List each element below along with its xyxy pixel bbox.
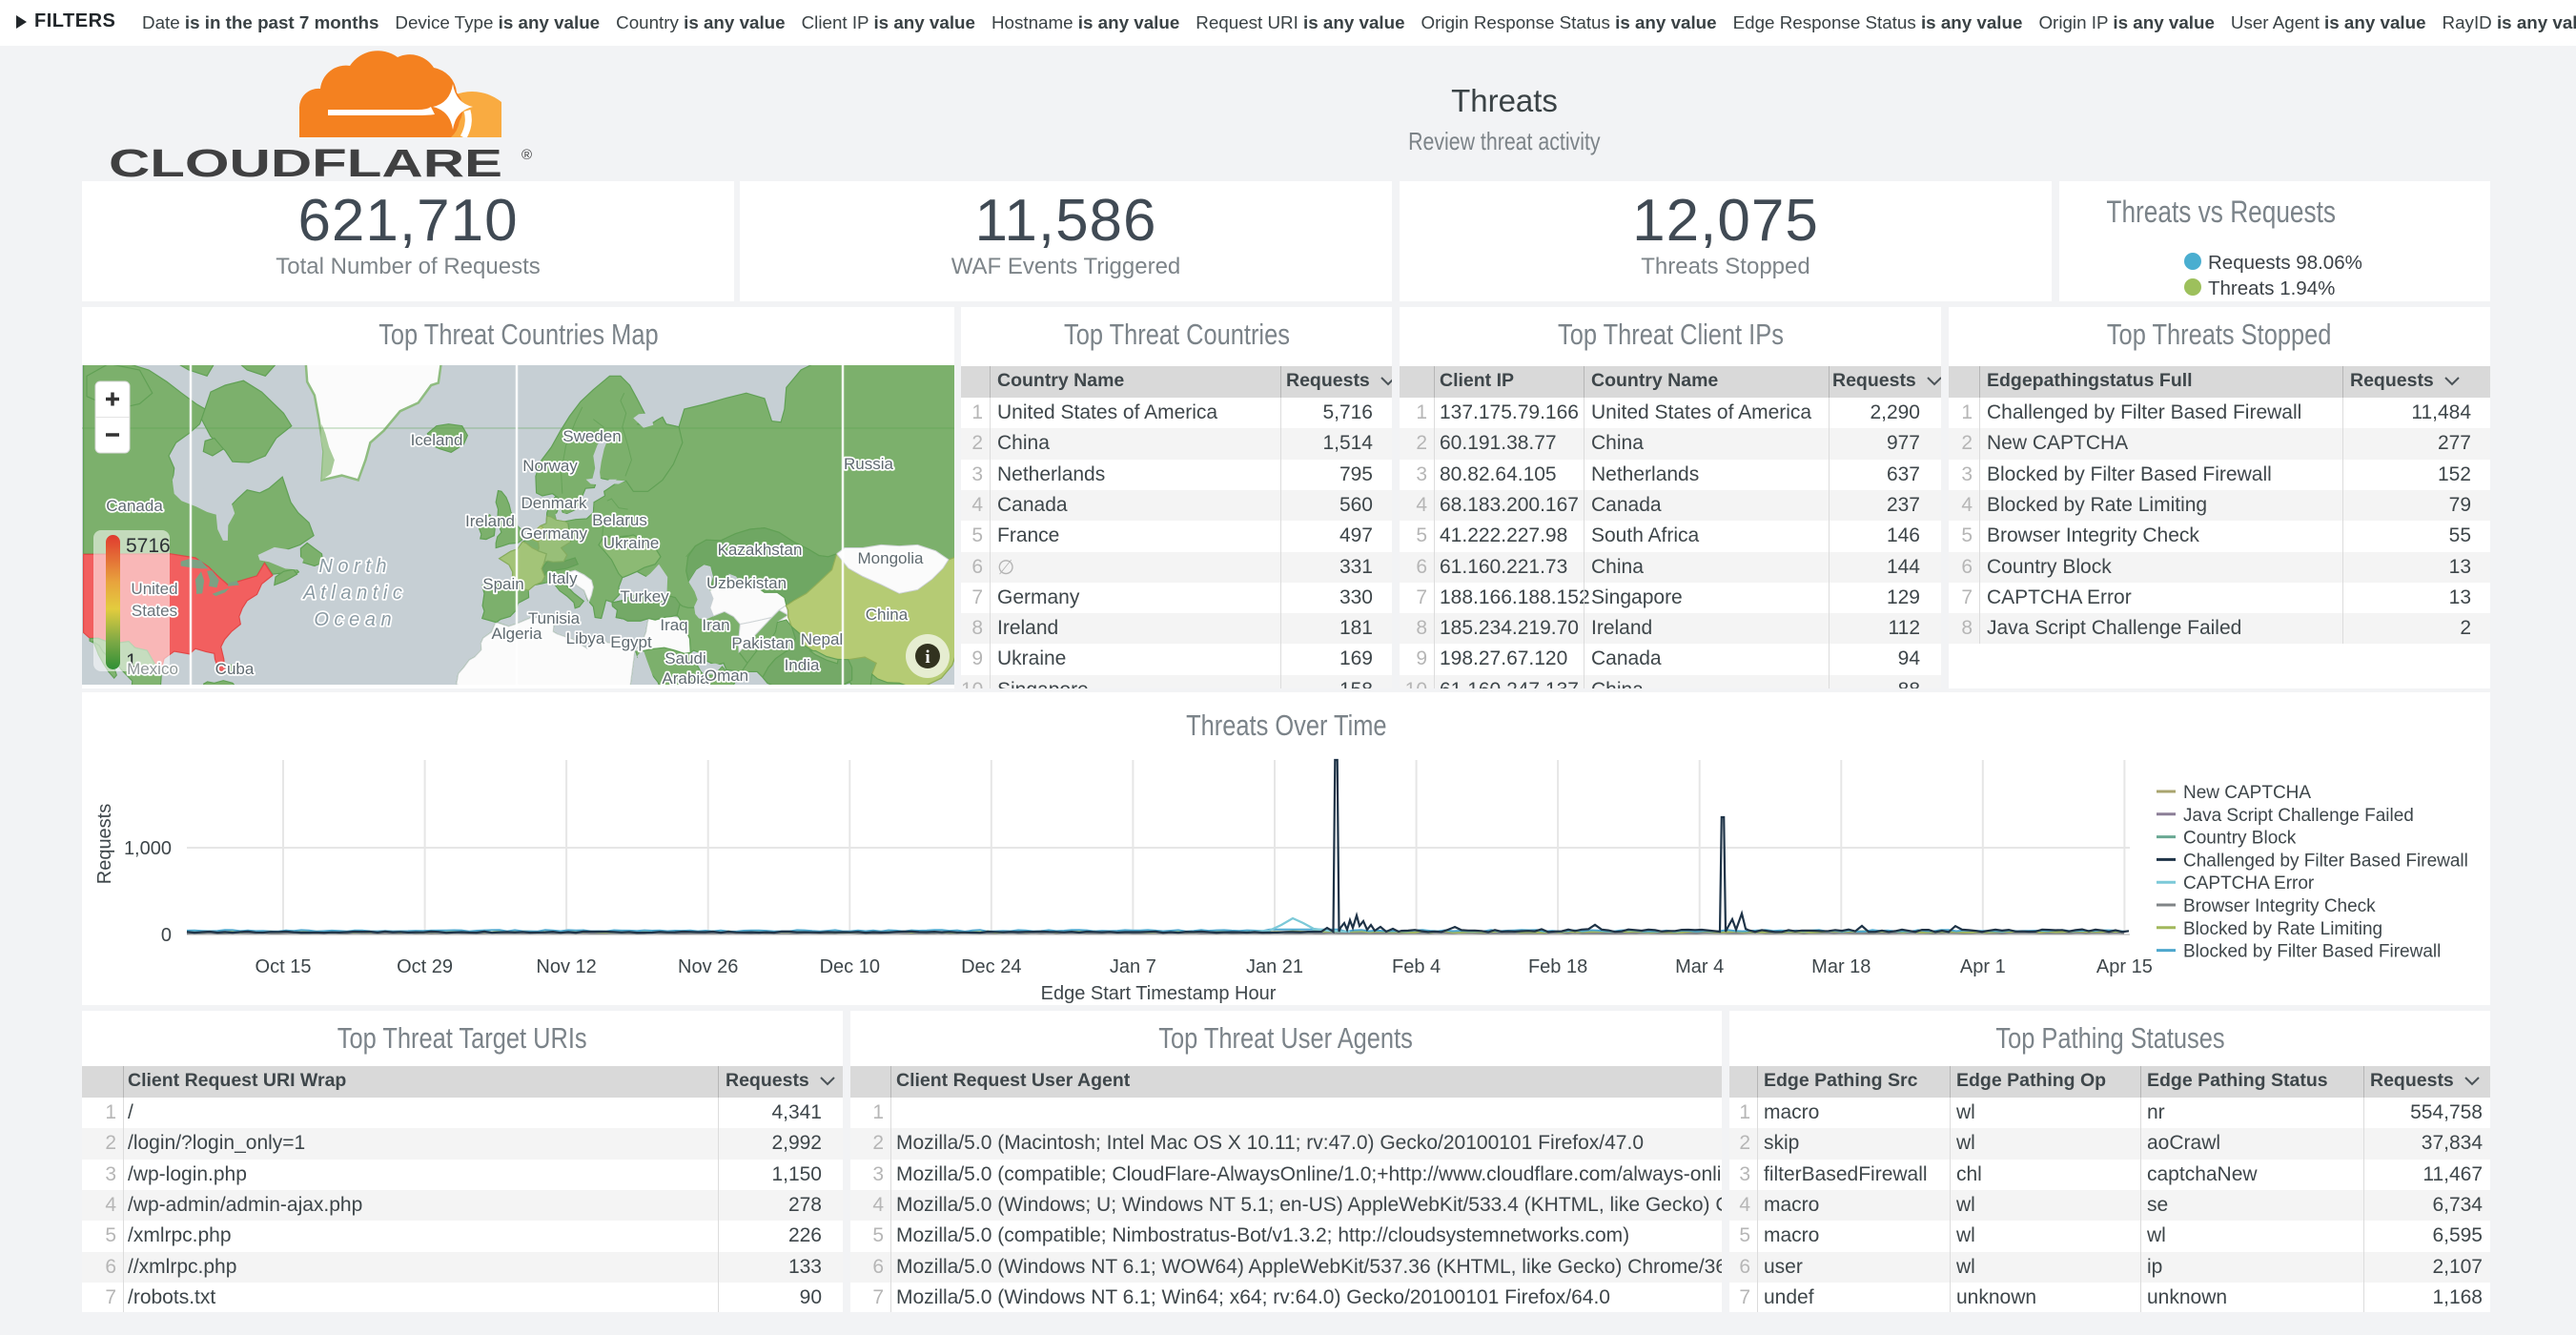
svg-text:Libya: Libya bbox=[566, 629, 605, 647]
svg-text:Feb 4: Feb 4 bbox=[1392, 956, 1441, 977]
svg-text:Blocked by Filter Based Firewa: Blocked by Filter Based Firewall bbox=[2183, 942, 2441, 962]
svg-text:Pakistan: Pakistan bbox=[731, 634, 793, 652]
svg-text:Denmark: Denmark bbox=[521, 494, 587, 512]
svg-text:Apr 1: Apr 1 bbox=[1960, 956, 2006, 977]
svg-text:Nov 26: Nov 26 bbox=[678, 956, 738, 977]
svg-text:China: China bbox=[866, 606, 909, 624]
svg-text:Cuba: Cuba bbox=[215, 660, 255, 678]
svg-text:Blocked by Rate Limiting: Blocked by Rate Limiting bbox=[2183, 919, 2382, 939]
svg-text:States: States bbox=[132, 602, 177, 620]
svg-text:Algeria: Algeria bbox=[492, 625, 542, 643]
svg-text:O c e a n: O c e a n bbox=[314, 609, 391, 630]
svg-text:Tunisia: Tunisia bbox=[528, 609, 581, 627]
svg-text:Oman: Oman bbox=[705, 667, 748, 685]
svg-text:Nov 12: Nov 12 bbox=[536, 956, 596, 977]
svg-text:Feb 18: Feb 18 bbox=[1528, 956, 1587, 977]
svg-text:Canada: Canada bbox=[106, 497, 163, 515]
svg-text:Mexico: Mexico bbox=[127, 660, 178, 678]
svg-text:CLOUDFLARE: CLOUDFLARE bbox=[109, 141, 502, 184]
svg-text:1,000: 1,000 bbox=[124, 838, 172, 859]
svg-text:Egypt: Egypt bbox=[610, 633, 652, 651]
svg-text:5716: 5716 bbox=[126, 535, 171, 557]
svg-text:Browser Integrity Check: Browser Integrity Check bbox=[2183, 896, 2376, 916]
svg-text:Java Script Challenge Failed: Java Script Challenge Failed bbox=[2183, 806, 2414, 826]
svg-text:CAPTCHA Error: CAPTCHA Error bbox=[2183, 873, 2315, 893]
svg-text:Challenged by Filter Based Fir: Challenged by Filter Based Firewall bbox=[2183, 851, 2468, 871]
svg-text:Belarus: Belarus bbox=[592, 511, 647, 529]
svg-text:New CAPTCHA: New CAPTCHA bbox=[2183, 783, 2311, 803]
svg-text:Russia: Russia bbox=[844, 455, 894, 473]
svg-text:India: India bbox=[785, 656, 820, 674]
svg-text:Country Block: Country Block bbox=[2183, 829, 2297, 849]
svg-text:Ukraine: Ukraine bbox=[603, 534, 660, 552]
svg-text:Turkey: Turkey bbox=[620, 587, 669, 606]
svg-text:Italy: Italy bbox=[547, 569, 578, 587]
svg-text:Mar 18: Mar 18 bbox=[1811, 956, 1871, 977]
svg-text:Saudi: Saudi bbox=[664, 649, 705, 668]
svg-text:A t l a n t i c: A t l a n t i c bbox=[302, 583, 402, 604]
svg-text:i: i bbox=[925, 647, 930, 668]
svg-text:Nepal: Nepal bbox=[801, 630, 843, 648]
svg-text:Mongolia: Mongolia bbox=[858, 549, 925, 567]
svg-text:Uzbekistan: Uzbekistan bbox=[706, 574, 787, 592]
svg-text:®: ® bbox=[521, 147, 532, 163]
svg-text:Arabia: Arabia bbox=[662, 669, 709, 685]
svg-text:Mar 4: Mar 4 bbox=[1675, 956, 1724, 977]
svg-text:Iceland: Iceland bbox=[411, 431, 463, 449]
svg-text:Edge Start Timestamp Hour: Edge Start Timestamp Hour bbox=[1041, 983, 1277, 1004]
svg-text:Jan 21: Jan 21 bbox=[1246, 956, 1303, 977]
svg-text:0: 0 bbox=[161, 925, 172, 946]
svg-text:Dec 10: Dec 10 bbox=[820, 956, 880, 977]
svg-text:Oct 29: Oct 29 bbox=[397, 956, 453, 977]
svg-text:1: 1 bbox=[126, 650, 137, 672]
svg-text:Jan 7: Jan 7 bbox=[1110, 956, 1156, 977]
svg-text:Ireland: Ireland bbox=[465, 512, 515, 530]
svg-text:Germany: Germany bbox=[521, 524, 587, 543]
svg-text:Iraq: Iraq bbox=[660, 616, 687, 634]
svg-text:Dec 24: Dec 24 bbox=[961, 956, 1021, 977]
svg-text:Iran: Iran bbox=[702, 616, 729, 634]
svg-text:Norway: Norway bbox=[522, 457, 578, 475]
svg-text:United: United bbox=[131, 580, 177, 598]
svg-text:Spain: Spain bbox=[482, 575, 523, 593]
svg-text:Oct 15: Oct 15 bbox=[256, 956, 312, 977]
svg-text:Requests: Requests bbox=[94, 804, 115, 885]
svg-text:Sweden: Sweden bbox=[562, 427, 621, 445]
svg-text:Apr 15: Apr 15 bbox=[2096, 956, 2153, 977]
svg-text:Kazakhstan: Kazakhstan bbox=[718, 541, 803, 559]
svg-text:N o r t h: N o r t h bbox=[318, 556, 386, 577]
